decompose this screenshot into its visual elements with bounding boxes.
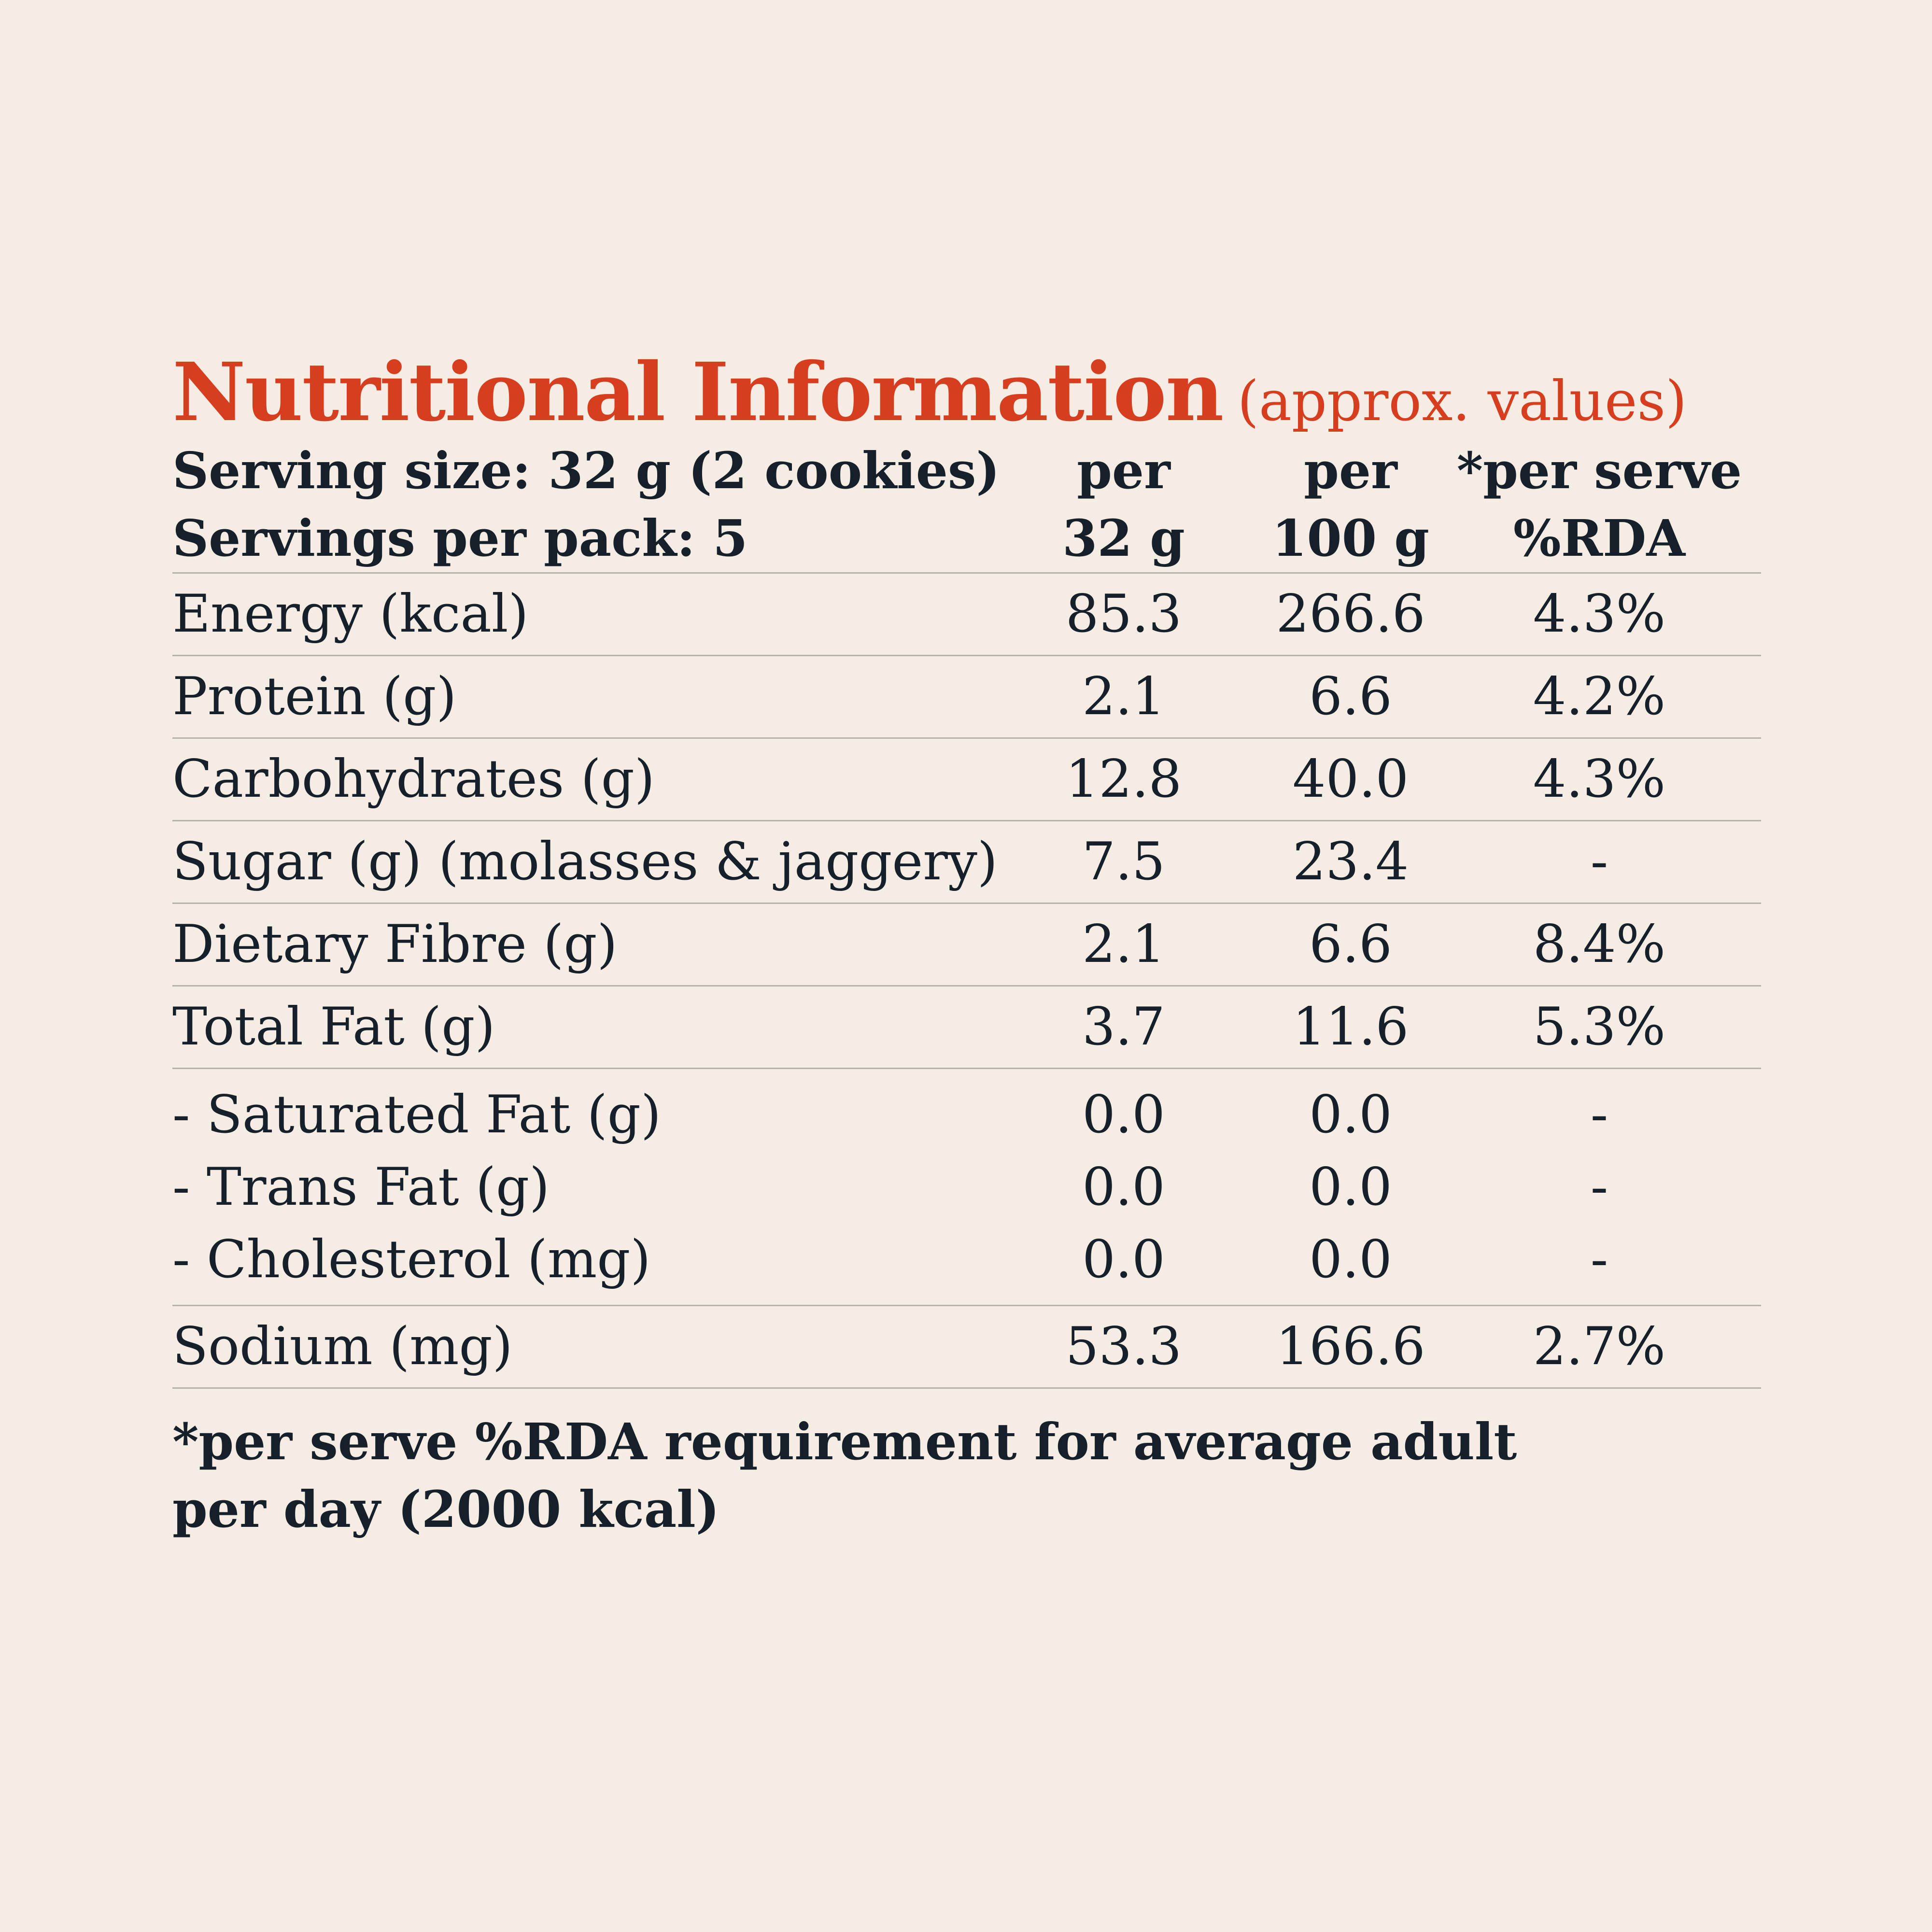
- value-per-serve: 2.1: [1082, 914, 1165, 974]
- value-rda: -: [1590, 1085, 1608, 1145]
- value-per-100g: 0.0: [1309, 1229, 1392, 1290]
- value-rda: 4.2%: [1533, 666, 1666, 727]
- row-label: Protein (g): [172, 666, 457, 727]
- value-per-serve: 2.1: [1082, 666, 1165, 727]
- row-label: - Trans Fat (g): [172, 1157, 550, 1217]
- value-rda: 2.7%: [1533, 1316, 1666, 1377]
- column-header-rda: *per serve %RDA: [1456, 441, 1742, 568]
- row-label: Total Fat (g): [172, 997, 495, 1057]
- value-per-100g: 266.6: [1276, 584, 1425, 644]
- value-rda: -: [1590, 1157, 1608, 1217]
- rda-footnote: *per serve %RDA requirement for average …: [172, 1408, 1761, 1543]
- value-per-100g: 0.0: [1309, 1157, 1392, 1217]
- table-row-sodium: Sodium (mg) 53.3 166.6 2.7%: [172, 1306, 1761, 1389]
- table-row-total-fat: Total Fat (g) 3.7 11.6 5.3%: [172, 987, 1761, 1069]
- value-per-serve: 7.5: [1082, 832, 1165, 892]
- nutrition-panel: Nutritional Information (approx. values) …: [172, 348, 1761, 1543]
- footnote-line-2: per day (2000 kcal): [172, 1480, 719, 1539]
- value-per-100g: 11.6: [1292, 997, 1409, 1057]
- value-per-serve: 0.0: [1082, 1229, 1165, 1290]
- table-row-trans-fat: - Trans Fat (g) 0.0 0.0 -: [172, 1151, 1761, 1224]
- table-row-protein: Protein (g) 2.1 6.6 4.2%: [172, 656, 1761, 739]
- header-divider: [172, 572, 1761, 574]
- value-per-serve: 12.8: [1065, 749, 1182, 809]
- value-per-serve: 0.0: [1082, 1085, 1165, 1145]
- row-label: Dietary Fibre (g): [172, 914, 618, 974]
- value-rda: 5.3%: [1533, 997, 1666, 1057]
- title-subtitle: (approx. values): [1237, 369, 1687, 433]
- value-per-100g: 6.6: [1309, 666, 1392, 727]
- serving-size: Serving size: 32 g (2 cookies): [172, 441, 1000, 500]
- value-rda: 4.3%: [1533, 584, 1666, 644]
- serving-info: Serving size: 32 g (2 cookies) Servings …: [172, 437, 1000, 572]
- value-per-serve: 0.0: [1082, 1157, 1165, 1217]
- value-per-100g: 0.0: [1309, 1085, 1392, 1145]
- column-header-per-serve: per 32 g: [1062, 441, 1185, 568]
- row-label: Carbohydrates (g): [172, 749, 655, 809]
- value-per-serve: 85.3: [1065, 584, 1182, 644]
- servings-per-pack: Servings per pack: 5: [172, 508, 748, 568]
- value-rda: -: [1590, 1229, 1608, 1290]
- column-header-per-100g: per 100 g: [1271, 441, 1429, 568]
- table-row-dietary-fibre: Dietary Fibre (g) 2.1 6.6 8.4%: [172, 904, 1761, 987]
- value-per-100g: 40.0: [1292, 749, 1409, 809]
- nutrition-title: Nutritional Information (approx. values): [172, 348, 1761, 437]
- value-per-100g: 6.6: [1309, 914, 1392, 974]
- table-row-saturated-fat: - Saturated Fat (g) 0.0 0.0 -: [172, 1079, 1761, 1151]
- value-per-100g: 166.6: [1276, 1316, 1425, 1377]
- value-per-serve: 53.3: [1065, 1316, 1182, 1377]
- value-rda: 8.4%: [1533, 914, 1666, 974]
- value-per-serve: 3.7: [1082, 997, 1165, 1057]
- footnote-line-1: *per serve %RDA requirement for average …: [172, 1412, 1517, 1471]
- row-label: Sodium (mg): [172, 1316, 513, 1377]
- table-header: Serving size: 32 g (2 cookies) Servings …: [172, 437, 1761, 572]
- value-rda: -: [1590, 832, 1608, 892]
- value-rda: 4.3%: [1533, 749, 1666, 809]
- value-per-100g: 23.4: [1292, 832, 1409, 892]
- title-main: Nutritional Information: [172, 345, 1224, 439]
- row-label: Energy (kcal): [172, 584, 529, 644]
- table-row-carbohydrates: Carbohydrates (g) 12.8 40.0 4.3%: [172, 739, 1761, 821]
- row-label: - Saturated Fat (g): [172, 1085, 662, 1145]
- table-row-sugar: Sugar (g) (molasses & jaggery) 7.5 23.4 …: [172, 821, 1761, 904]
- fat-breakdown-group: - Saturated Fat (g) 0.0 0.0 - - Trans Fa…: [172, 1069, 1761, 1306]
- row-label: - Cholesterol (mg): [172, 1229, 651, 1290]
- table-row-energy: Energy (kcal) 85.3 266.6 4.3%: [172, 574, 1761, 656]
- row-label: Sugar (g) (molasses & jaggery): [172, 832, 998, 892]
- table-row-cholesterol: - Cholesterol (mg) 0.0 0.0 -: [172, 1224, 1761, 1296]
